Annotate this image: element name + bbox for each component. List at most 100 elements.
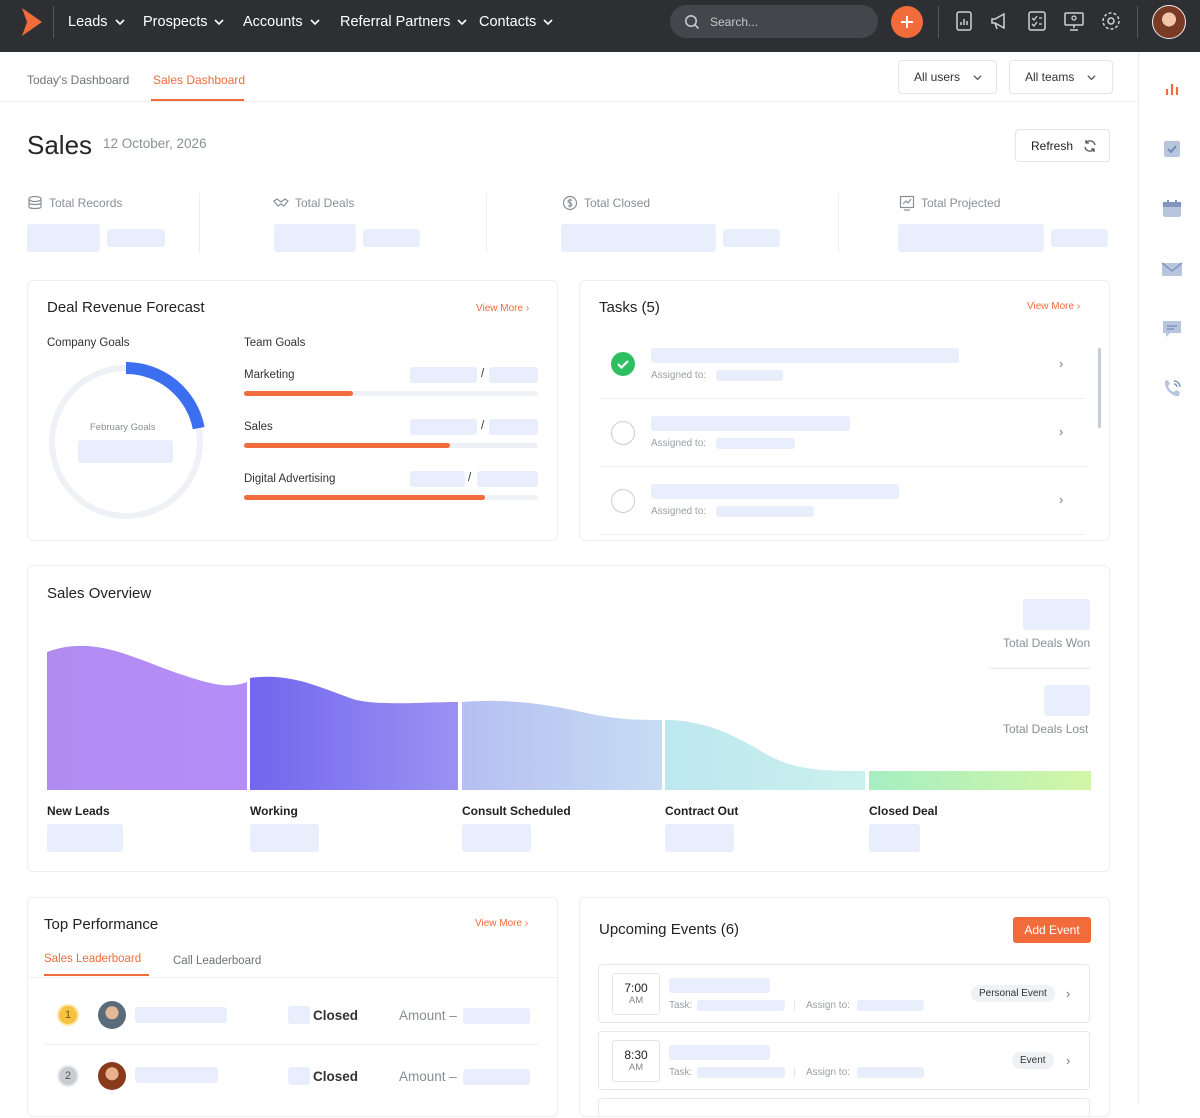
event-time-ampm: AM (628, 1062, 644, 1073)
goal-value-placeholder (410, 367, 477, 383)
tab-sales-dashboard[interactable]: Sales Dashboard (153, 73, 246, 87)
chevron-right-icon[interactable]: › (1066, 1053, 1071, 1068)
tab-todays-dashboard[interactable]: Today's Dashboard (27, 73, 130, 87)
plus-icon (901, 16, 913, 28)
trend-chart-icon (899, 195, 915, 211)
teams-filter-select[interactable]: All teams (1009, 60, 1113, 94)
checklist-icon[interactable] (1026, 10, 1048, 32)
assignee-placeholder (716, 438, 795, 449)
chevron-right-icon[interactable]: › (1059, 356, 1064, 371)
event-row[interactable] (598, 1098, 1090, 1118)
goal-digital-advertising-label: Digital Advertising (244, 473, 336, 485)
logo-icon[interactable] (20, 8, 42, 36)
task-checkbox[interactable] (611, 489, 635, 513)
stat-label: Total Deals (295, 196, 355, 210)
stage-value-placeholder (869, 824, 920, 852)
chevron-right-icon[interactable]: › (1059, 492, 1064, 507)
chevron-right-icon: › (525, 303, 530, 314)
stat-value-placeholder (898, 224, 1044, 252)
nav-prospects-label: Prospects (143, 14, 208, 30)
nav-accounts[interactable]: Accounts (243, 14, 321, 30)
event-row[interactable]: 7:00 AM Task: | Assign to: Personal Event… (598, 964, 1090, 1023)
search-input[interactable]: Search... (670, 5, 878, 38)
team-goals-label: Team Goals (244, 337, 306, 349)
event-title-placeholder (669, 1045, 770, 1060)
nav-leads[interactable]: Leads (68, 14, 126, 30)
goal-digital-advertising-progress (244, 495, 538, 500)
active-tab-indicator (44, 974, 149, 976)
funnel-stage-closed-deal (869, 771, 1091, 790)
bar-chart-icon[interactable] (1161, 78, 1183, 100)
event-title-placeholder (669, 978, 770, 993)
megaphone-icon[interactable] (989, 10, 1011, 32)
nav-referral-partners-label: Referral Partners (340, 14, 451, 30)
stat-value-placeholder (274, 224, 356, 252)
nav-referral-partners[interactable]: Referral Partners (340, 14, 468, 30)
divider: | (793, 1000, 796, 1011)
forecast-view-more-link[interactable]: View More › (476, 303, 529, 314)
search-icon (685, 14, 700, 29)
event-row[interactable]: 8:30 AM Task: | Assign to: Event › (598, 1031, 1090, 1090)
task-label: Task: (669, 1067, 693, 1078)
performance-view-more-link[interactable]: View More › (475, 918, 528, 929)
phone-icon[interactable] (1161, 378, 1183, 400)
task-checkbox[interactable] (611, 421, 635, 445)
task-row[interactable]: Assigned to: › (599, 467, 1086, 535)
report-icon[interactable] (953, 10, 975, 32)
divider: | (793, 1067, 796, 1078)
count-placeholder (288, 1067, 310, 1085)
chevron-down-icon (973, 74, 982, 80)
tab-sales-leaderboard[interactable]: Sales Leaderboard (44, 953, 142, 965)
chat-icon[interactable] (1161, 318, 1183, 340)
assigned-label: Assigned to: (651, 438, 707, 449)
mail-icon[interactable] (1161, 258, 1183, 280)
stat-value-placeholder (723, 229, 780, 247)
right-rail (1138, 52, 1200, 1104)
closed-label: Closed (313, 1069, 359, 1084)
assignee-placeholder (716, 370, 783, 381)
task-row[interactable]: Assigned to: › (599, 331, 1086, 399)
chevron-right-icon: › (524, 918, 529, 929)
divider (486, 193, 487, 253)
refresh-button[interactable]: Refresh (1015, 129, 1110, 162)
divider (28, 977, 557, 978)
tab-call-leaderboard[interactable]: Call Leaderboard (173, 955, 262, 967)
task-row[interactable]: Assigned to: › (599, 399, 1086, 467)
gear-icon[interactable] (1100, 10, 1122, 32)
users-filter-select[interactable]: All users (898, 60, 997, 94)
nav-contacts[interactable]: Contacts (479, 14, 554, 30)
goal-target-placeholder (489, 419, 538, 435)
tasks-scrollbar[interactable] (1098, 348, 1101, 428)
chevron-right-icon[interactable]: › (1066, 986, 1071, 1001)
handshake-icon (273, 198, 289, 207)
nav-prospects[interactable]: Prospects (143, 14, 225, 30)
goal-marketing-progress (244, 391, 538, 396)
closed-label: Closed (313, 1008, 359, 1023)
tasks-view-more-link[interactable]: View More › (1027, 301, 1080, 312)
task-complete-icon[interactable] (611, 352, 635, 376)
assign-label: Assign to: (806, 1067, 850, 1078)
user-avatar[interactable] (1152, 5, 1186, 39)
tasks-title: Tasks (5) (599, 299, 660, 316)
add-event-button[interactable]: Add Event (1013, 917, 1091, 943)
total-deals-lost-label: Total Deals Lost (1003, 722, 1089, 736)
assigned-label: Assigned to: (651, 370, 707, 381)
goal-separator: / (468, 472, 472, 484)
top-performance-title: Top Performance (44, 916, 159, 933)
name-placeholder (135, 1007, 227, 1023)
presentation-icon[interactable] (1063, 10, 1085, 32)
stat-label: Total Records (49, 196, 123, 210)
avatar (98, 1062, 126, 1090)
calendar-icon[interactable] (1161, 198, 1183, 220)
progress-fill (244, 443, 450, 448)
forecast-title: Deal Revenue Forecast (47, 299, 205, 316)
add-button[interactable] (891, 6, 923, 38)
donut-value-placeholder (78, 440, 173, 463)
chevron-down-icon (114, 19, 125, 26)
task-check-icon[interactable] (1161, 138, 1183, 160)
page-title: Sales (27, 130, 93, 160)
chevron-right-icon[interactable]: › (1059, 424, 1064, 439)
event-time-value: 7:00 (624, 981, 648, 995)
goal-target-placeholder (477, 471, 538, 487)
event-time: 8:30 AM (612, 1040, 660, 1082)
